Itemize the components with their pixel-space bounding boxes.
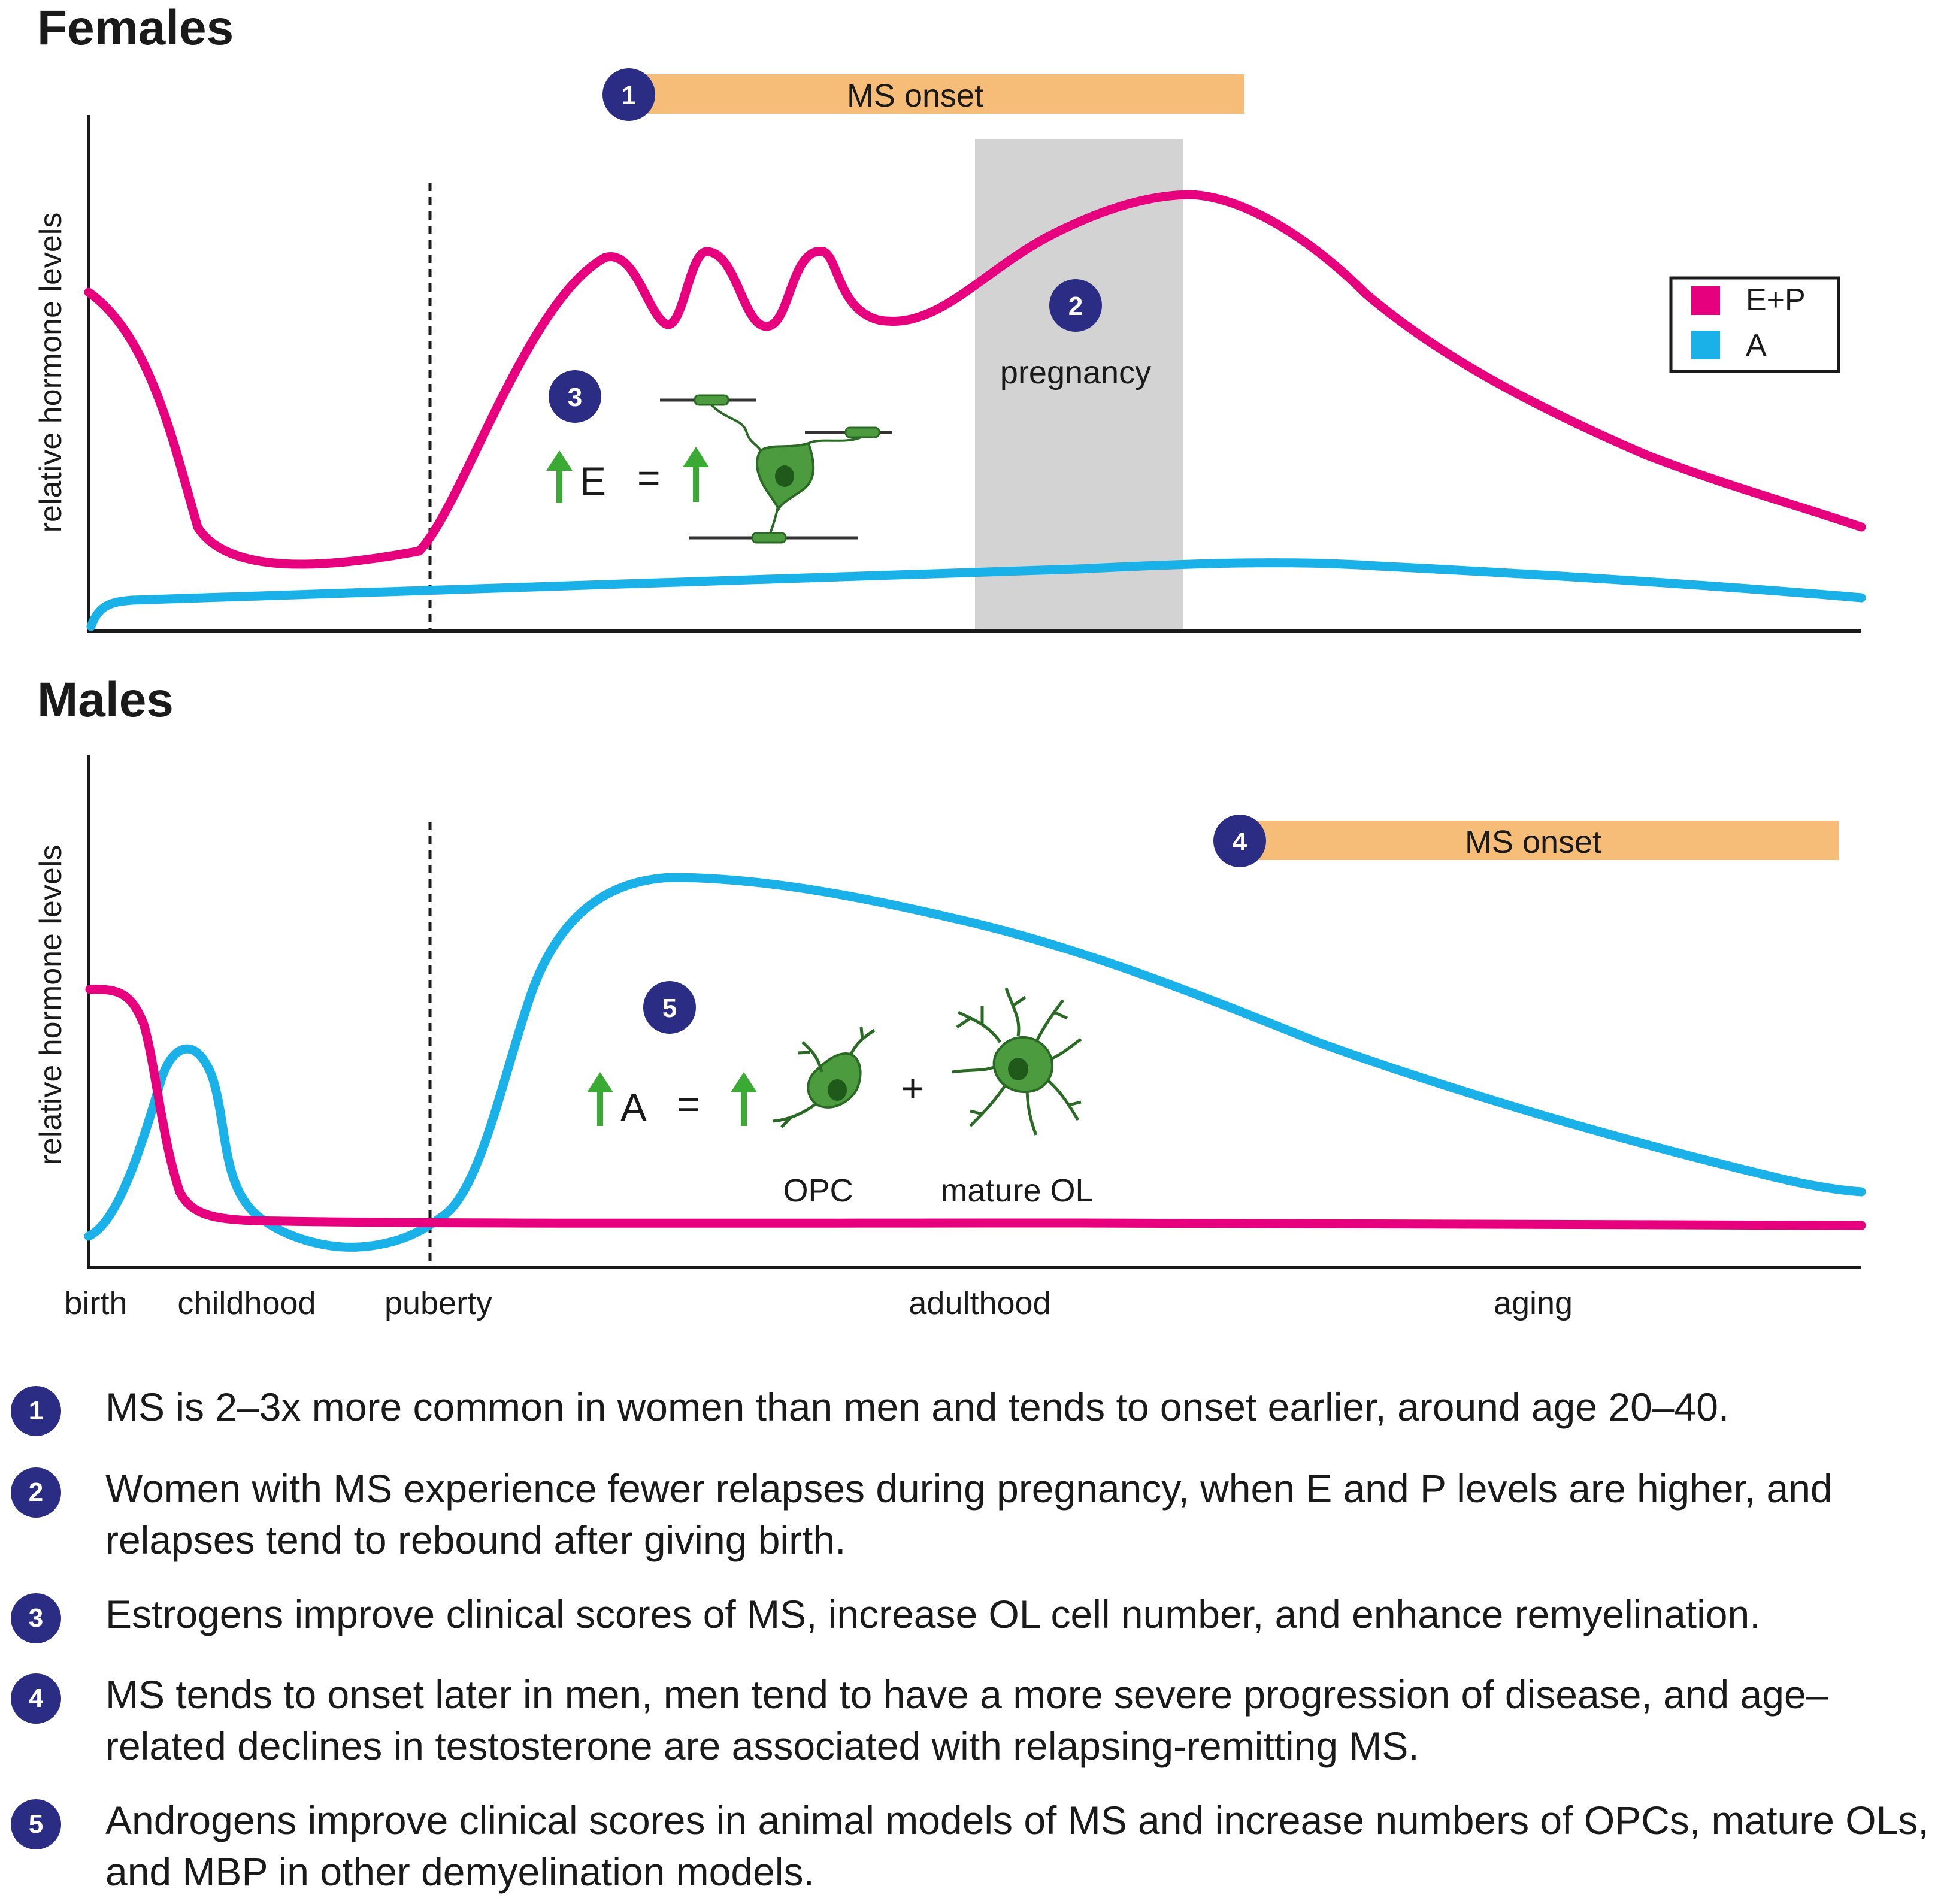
badge-3-label: 3 [568,383,582,412]
note-2: 2 Women with MS experience fewer relapse… [0,1463,1947,1569]
note-text-3: Estrogens improve clinical scores of MS,… [105,1592,1761,1636]
ep-curve-males [85,985,1866,1230]
opc-cell-icon [772,1027,876,1128]
note-5: 5 Androgens improve clinical scores in a… [0,1794,1947,1901]
mature-ol-label: mature OL [940,1173,1093,1209]
badge-4 [1213,815,1266,867]
oligodendrocyte-icon [660,394,892,544]
hormone-timeline-figure: Females relative hormone levels MS onset… [34,1,1866,1321]
x-label-childhood: childhood [177,1285,316,1321]
badge-2 [1049,279,1102,332]
up-arrow-icon [587,1072,613,1126]
up-arrow-icon [731,1072,757,1126]
females-title: Females [37,1,234,55]
pregnancy-label: pregnancy [1000,355,1151,391]
x-label-birth: birth [64,1285,127,1321]
badge-5-label: 5 [662,994,677,1023]
note-badge-2: 2 [11,1467,61,1518]
mature-ol-nucleus [1008,1058,1028,1080]
note-badge-1: 1 [11,1386,61,1436]
up-arrow-icon [546,450,573,503]
males-title: Males [37,673,174,727]
badge-1-label: 1 [622,81,636,110]
legend-label-ep: E+P [1746,283,1806,317]
note-text-5: Androgens improve clinical scores in ani… [105,1798,1929,1894]
x-label-adulthood: adulthood [909,1285,1050,1321]
ms-onset-label-males: MS onset [1465,824,1601,860]
a-curve-females [86,558,1866,631]
badge-4-label: 4 [1233,827,1247,856]
note-1: 1 MS is 2–3x more common in women than m… [0,1381,1947,1459]
legend-label-a: A [1746,328,1767,363]
equation-hormone-a: A [620,1085,647,1130]
note-4: 4 MS tends to onset later in men, men te… [0,1669,1947,1775]
badge-3 [549,370,601,423]
y-axis-label-males: relative hormone levels [34,845,68,1166]
note-text-2: Women with MS experience fewer relapses … [105,1466,1833,1562]
up-arrow-icon [683,447,709,502]
ms-onset-bar-females [629,74,1244,114]
note-text-4: MS tends to onset later in men, men tend… [105,1672,1828,1768]
ep-curve-females [84,190,1866,569]
note-badge-4: 4 [11,1673,61,1724]
opc-label: OPC [783,1173,853,1209]
equation-equals-f: = [637,455,661,500]
ms-onset-bar-males [1240,821,1839,860]
note-3: 3 Estrogens improve clinical scores of M… [0,1588,1947,1666]
note-text-1: MS is 2–3x more common in women than men… [105,1385,1730,1429]
equation-hormone-e: E [580,459,606,503]
x-label-aging: aging [1494,1285,1573,1321]
badge-2-label: 2 [1068,292,1083,321]
x-label-puberty: puberty [384,1285,492,1321]
legend-swatch-ep [1691,286,1720,315]
note-badge-5: 5 [11,1799,61,1849]
a-curve-males [84,873,1866,1252]
legend-swatch-a [1691,331,1720,359]
note-badge-3: 3 [11,1593,61,1643]
badge-5 [643,981,696,1034]
ms-onset-label-females: MS onset [847,78,983,114]
badge-1 [602,68,655,121]
equation-equals-m: = [677,1082,700,1126]
equation-plus: + [901,1066,925,1110]
y-axis-label-females: relative hormone levels [34,213,68,533]
